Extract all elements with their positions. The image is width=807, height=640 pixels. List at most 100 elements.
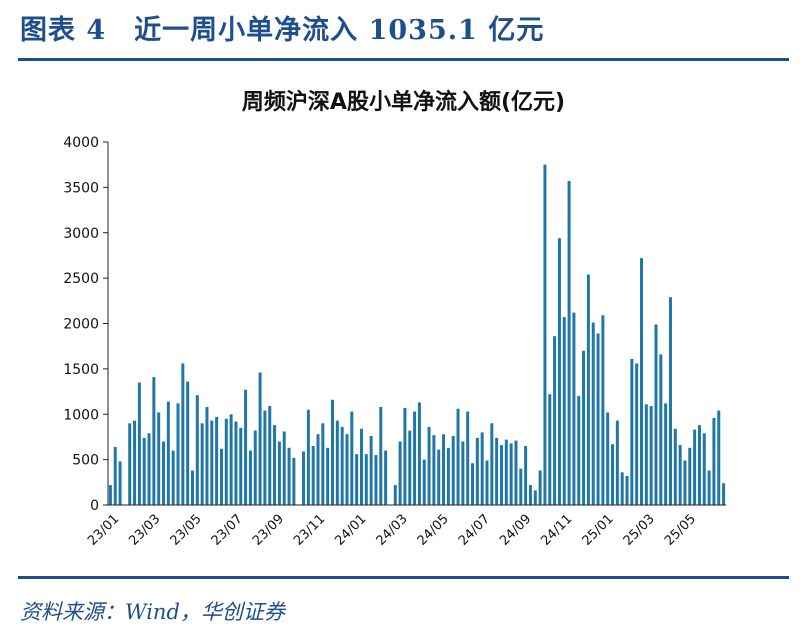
bar: [311, 446, 315, 505]
bar: [234, 421, 238, 505]
bar: [659, 354, 663, 505]
bar: [422, 459, 426, 506]
bar: [557, 238, 561, 505]
bar: [306, 409, 310, 505]
x-tick-label: 23/11: [291, 512, 328, 549]
bar: [157, 412, 161, 505]
bar: [475, 437, 479, 505]
bar: [586, 274, 590, 505]
bar: [277, 441, 281, 505]
x-tick-label: 24/05: [415, 512, 452, 549]
bar: [591, 322, 595, 505]
bar: [722, 483, 726, 505]
bar: [456, 408, 460, 505]
bar: [697, 425, 701, 505]
x-tick-label: 24/07: [456, 512, 493, 549]
bar: [210, 420, 214, 505]
bar: [577, 396, 581, 505]
bar: [137, 382, 141, 505]
bar: [620, 472, 624, 505]
bar: [707, 470, 711, 505]
bar: [258, 372, 262, 505]
bar: [215, 416, 219, 505]
bar: [485, 460, 489, 505]
bar: [533, 490, 537, 505]
bar: [490, 423, 494, 505]
bar: [528, 485, 532, 505]
bar: [509, 443, 513, 505]
y-tick-label: 3500: [63, 180, 99, 196]
bar: [345, 434, 349, 505]
bar: [717, 410, 721, 505]
bar: [673, 428, 677, 505]
bar: [364, 454, 368, 505]
bar: [282, 431, 286, 505]
figure-caption: 图表 4 近一周小单净流入 1035.1 亿元: [20, 15, 545, 46]
bar: [268, 406, 272, 505]
x-tick-label: 24/09: [497, 512, 534, 549]
bar: [644, 404, 648, 505]
bar: [543, 164, 547, 505]
bar: [480, 432, 484, 505]
bar: [374, 455, 378, 505]
bar: [181, 363, 185, 505]
x-tick-label: 25/03: [621, 512, 658, 549]
bar: [287, 447, 291, 505]
bar: [244, 389, 248, 505]
x-tick-label: 23/05: [168, 512, 205, 549]
bar: [446, 447, 450, 505]
bar: [702, 433, 706, 505]
bar: [437, 449, 441, 505]
bar: [500, 445, 503, 505]
bar: [331, 399, 334, 505]
bar: [162, 441, 166, 505]
bar: [466, 411, 470, 505]
chart-title: 周频沪深A股小单净流入额(亿元): [241, 90, 566, 115]
bar: [442, 434, 446, 505]
bar: [524, 446, 528, 505]
bar: [712, 417, 716, 505]
bar: [567, 181, 571, 505]
bar: [379, 406, 383, 505]
bar: [176, 403, 180, 505]
bar: [186, 381, 190, 505]
bar: [562, 317, 566, 505]
bar: [113, 446, 117, 505]
bar: [611, 444, 615, 505]
bar: [615, 420, 619, 505]
bar: [504, 439, 508, 505]
bar: [248, 450, 252, 505]
bar: [326, 447, 330, 505]
y-tick-label: 3000: [63, 226, 99, 242]
x-tick-label: 23/01: [85, 512, 122, 549]
bar: [133, 420, 137, 505]
bar: [393, 485, 397, 505]
bar: [461, 441, 465, 505]
x-tick-label: 23/07: [209, 512, 246, 549]
bar: [654, 324, 658, 505]
bar: [582, 350, 586, 505]
bar: [693, 429, 697, 505]
bar: [495, 437, 499, 505]
bar: [553, 336, 557, 505]
y-tick-label: 1000: [63, 407, 99, 423]
bar: [350, 411, 354, 505]
top-rule: [18, 58, 789, 61]
bar: [625, 475, 629, 505]
bar: [403, 407, 407, 505]
bar: [229, 414, 233, 505]
bar: [205, 406, 209, 505]
bar: [152, 377, 156, 505]
bar: [195, 395, 199, 505]
bar: [413, 411, 417, 505]
bar: [384, 450, 388, 505]
y-tick-label: 2500: [63, 271, 99, 287]
bar: [548, 394, 552, 505]
y-tick-label: 500: [72, 453, 99, 469]
bar: [688, 447, 692, 505]
bar: [471, 463, 475, 505]
bar: [263, 410, 267, 505]
bar: [355, 454, 359, 505]
bottom-rule: [18, 576, 789, 579]
bar: [635, 363, 639, 505]
